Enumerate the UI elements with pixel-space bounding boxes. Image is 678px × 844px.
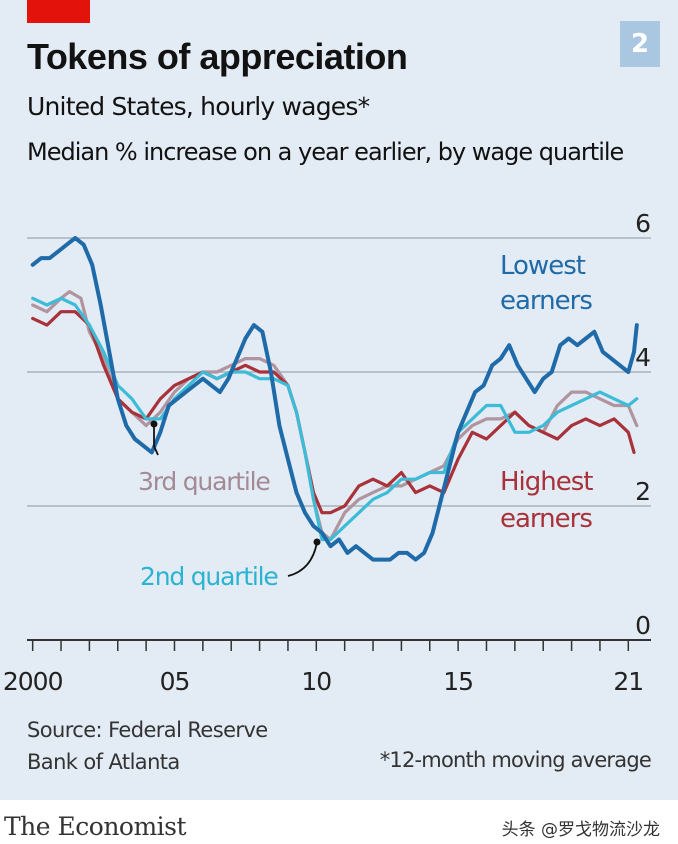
source-line2: Bank of Atlanta (27, 750, 180, 774)
label-lowest-line2: earners (500, 286, 592, 316)
label-2nd-quartile: 2nd quartile (140, 562, 278, 591)
grid-layer: 0 2 4 6 (27, 209, 651, 640)
series-line-lowest (30, 236, 639, 562)
y-tick-label: 4 (635, 343, 651, 372)
source-note: Source: Federal Reserve Bank of Atlanta (27, 714, 268, 778)
chart-title: Tokens of appreciation (27, 36, 408, 77)
footnote: *12-month moving average (379, 748, 652, 772)
chart-number-badge: 2 (620, 21, 660, 67)
y-tick-label: 2 (635, 477, 651, 506)
label-lowest-line1: Lowest (500, 251, 586, 281)
x-tick-label: 15 (443, 667, 473, 696)
leader-3rd-dot (150, 420, 158, 428)
leader-2nd-dot (313, 538, 321, 546)
x-tick-label: 21 (613, 667, 643, 696)
y-tick-label: 6 (635, 209, 651, 238)
series-layer (30, 236, 639, 562)
x-tick-label: 10 (301, 667, 331, 696)
source-line1: Source: Federal Reserve (27, 718, 268, 742)
y-tick-label: 0 (635, 611, 651, 640)
label-3rd-quartile: 3rd quartile (138, 467, 270, 496)
leader-2nd-quartile (287, 541, 318, 577)
chart-subtitle-units: Median % increase on a year earlier, by … (27, 138, 624, 166)
label-highest-line1: Highest (500, 467, 593, 497)
x-tick-label: 05 (160, 667, 190, 696)
label-layer: Lowest earners Highest earners 3rd quart… (138, 251, 594, 591)
x-tick-label: 2000 (3, 667, 63, 696)
line-chart: 0 2 4 6 2000 05 10 15 21 Lowest earners Highest… (3, 209, 651, 696)
brand-red-tag (27, 0, 90, 23)
chart-subtitle: United States, hourly wages* (27, 92, 370, 121)
watermark: 头条 @罗戈物流沙龙 (501, 820, 660, 840)
brand-logo-text: The Economist (4, 812, 187, 841)
leader-3rd-quartile (153, 424, 159, 456)
label-highest-line2: earners (500, 504, 592, 534)
x-axis: 2000 05 10 15 21 (3, 639, 651, 696)
